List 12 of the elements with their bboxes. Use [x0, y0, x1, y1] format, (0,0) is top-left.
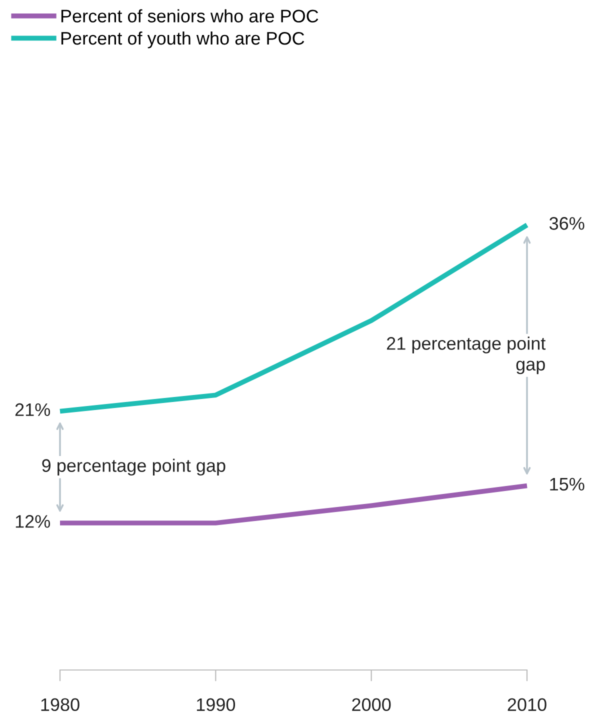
data-label: 21%: [15, 403, 50, 416]
legend-label: Percent of youth who are POC: [61, 31, 304, 48]
data-label: 15%: [550, 478, 584, 491]
annotation: 21 percentage point gap: [386, 336, 546, 374]
x-tick-label: 1990: [196, 698, 236, 712]
x-tick-label: 2000: [352, 698, 391, 712]
data-label: 12%: [16, 515, 50, 528]
annotation: 9 percentage point gap: [42, 458, 226, 476]
data-label: 36%: [549, 217, 584, 230]
x-tick-label: 1980: [41, 698, 80, 712]
legend-label: Percent of seniors who are POC: [61, 9, 318, 22]
x-tick-label: 2010: [508, 698, 546, 712]
